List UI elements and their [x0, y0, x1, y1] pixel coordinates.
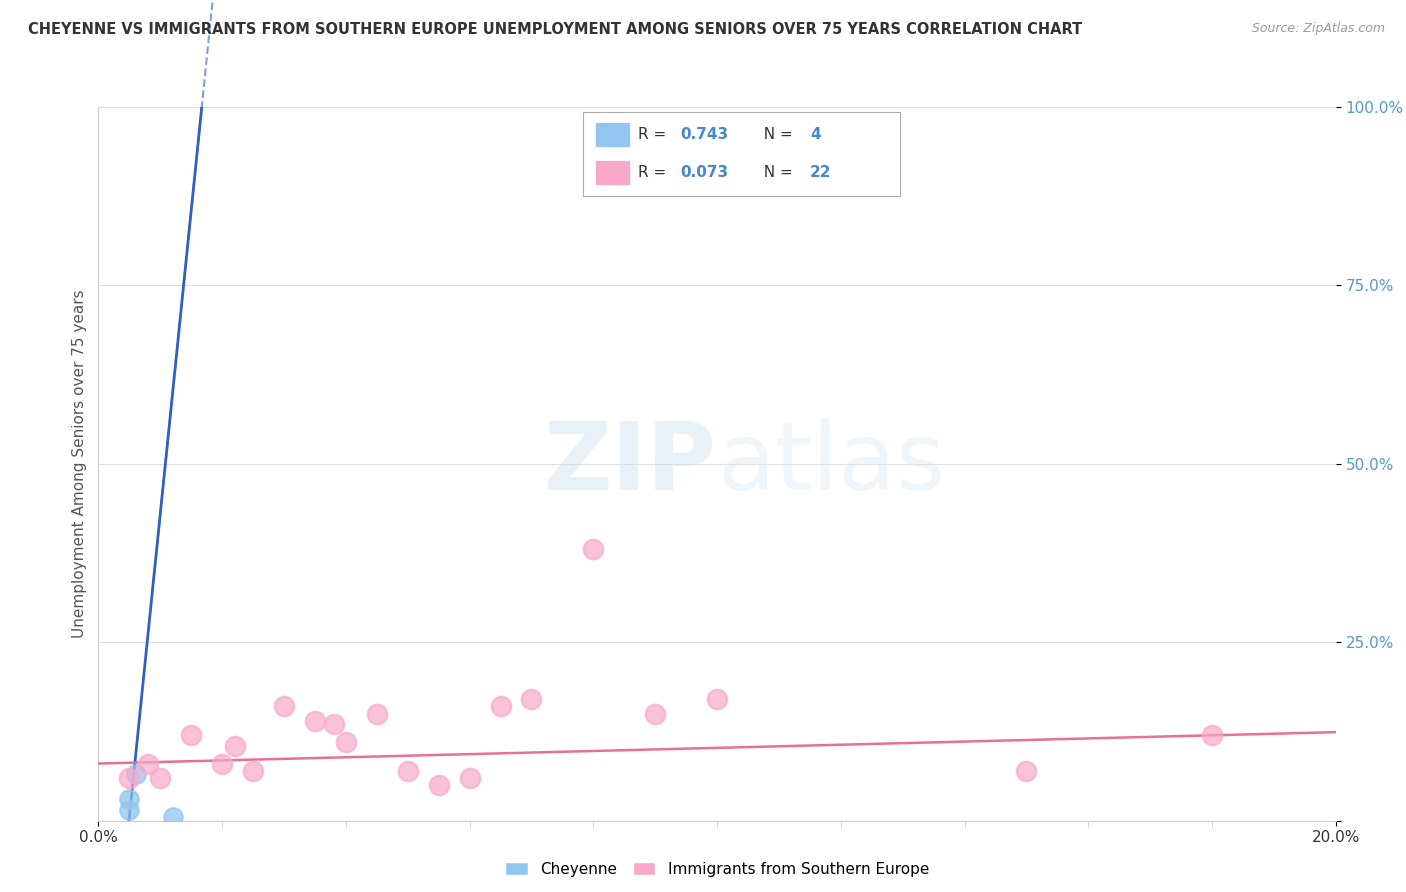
- Point: [124, 767, 146, 781]
- Text: atlas: atlas: [717, 417, 945, 510]
- Point: [1201, 728, 1223, 742]
- Point: [644, 706, 666, 721]
- Text: N =: N =: [754, 128, 797, 143]
- Point: [520, 692, 543, 706]
- Text: ZIP: ZIP: [544, 417, 717, 510]
- Point: [118, 803, 141, 817]
- Point: [149, 771, 172, 785]
- Text: R =: R =: [638, 128, 672, 143]
- Text: N =: N =: [754, 165, 797, 180]
- Point: [242, 764, 264, 778]
- Point: [211, 756, 233, 771]
- Point: [427, 778, 450, 792]
- Point: [366, 706, 388, 721]
- Point: [273, 699, 295, 714]
- Point: [136, 756, 159, 771]
- Point: [458, 771, 481, 785]
- Point: [304, 714, 326, 728]
- Text: 0.743: 0.743: [681, 128, 728, 143]
- Point: [335, 735, 357, 749]
- Point: [118, 771, 141, 785]
- Legend: Cheyenne, Immigrants from Southern Europe: Cheyenne, Immigrants from Southern Europ…: [498, 854, 936, 884]
- Point: [706, 692, 728, 706]
- Point: [396, 764, 419, 778]
- Point: [322, 717, 344, 731]
- Text: 0.073: 0.073: [681, 165, 728, 180]
- Point: [1015, 764, 1038, 778]
- Y-axis label: Unemployment Among Seniors over 75 years: Unemployment Among Seniors over 75 years: [72, 290, 87, 638]
- Point: [582, 542, 605, 557]
- Text: R =: R =: [638, 165, 672, 180]
- Point: [118, 792, 141, 806]
- Text: 22: 22: [810, 165, 831, 180]
- Text: Source: ZipAtlas.com: Source: ZipAtlas.com: [1251, 22, 1385, 36]
- Point: [224, 739, 246, 753]
- Point: [489, 699, 512, 714]
- Text: 4: 4: [810, 128, 821, 143]
- Point: [180, 728, 202, 742]
- Point: [162, 810, 184, 824]
- Text: CHEYENNE VS IMMIGRANTS FROM SOUTHERN EUROPE UNEMPLOYMENT AMONG SENIORS OVER 75 Y: CHEYENNE VS IMMIGRANTS FROM SOUTHERN EUR…: [28, 22, 1083, 37]
